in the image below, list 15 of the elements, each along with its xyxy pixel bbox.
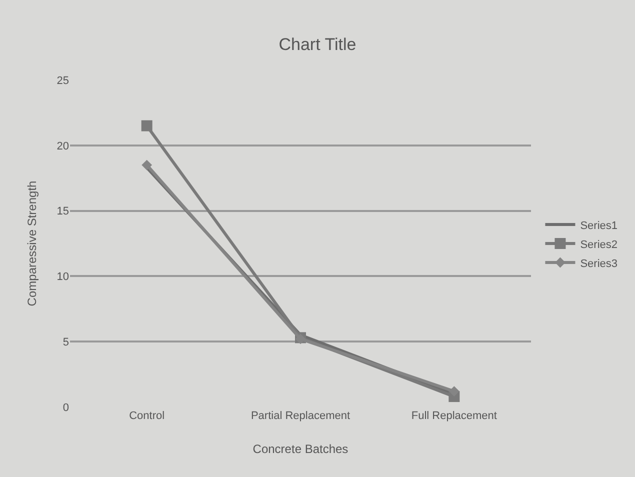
x-tick-label: Control	[129, 410, 165, 422]
x-tick-label: Partial Replacement	[250, 410, 350, 422]
y-tick-label: 0	[62, 402, 69, 414]
legend-label: Series2	[580, 238, 618, 251]
x-tick-label: Full Replacement	[411, 410, 497, 422]
y-tick-label: 20	[56, 140, 69, 152]
y-tick-label: 10	[56, 271, 69, 284]
y-axis-title: Comparessive Strength	[25, 180, 39, 306]
chart-title: Chart Title	[278, 35, 356, 54]
y-tick-label: 15	[56, 206, 69, 218]
legend-label: Series1	[580, 220, 618, 232]
legend-label: Series3	[580, 258, 618, 270]
y-tick-label: 5	[62, 336, 69, 348]
y-tick-label: 25	[56, 74, 69, 87]
x-axis-title: Concrete Batches	[252, 442, 348, 456]
